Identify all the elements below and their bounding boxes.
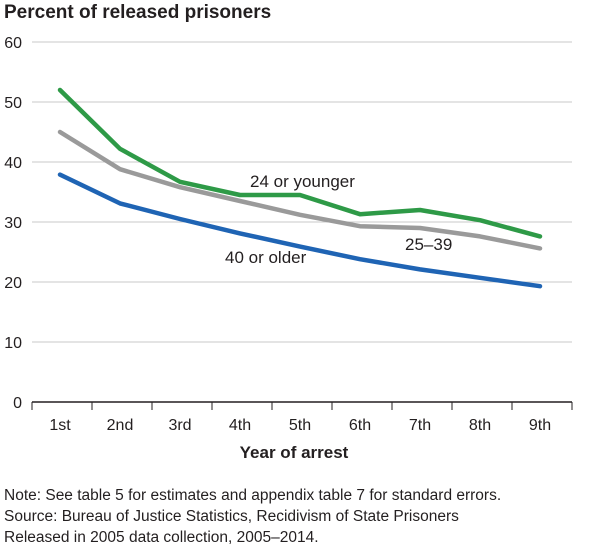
series-line-1 [57, 87, 543, 239]
x-axis: 1st 2nd 3rd 4th 5th 6th 7th 8th 9th [31, 401, 573, 434]
source-text-continued: Released in 2005 data collection, 2005–2… [4, 529, 319, 546]
x-tick-label: 6th [349, 417, 371, 434]
y-tick-label: 0 [13, 395, 22, 412]
x-tick-label: 3rd [168, 417, 191, 434]
y-tick-label: 30 [4, 215, 22, 232]
gridlines [32, 41, 572, 343]
x-tick-label: 8th [469, 417, 491, 434]
series-line-3 [57, 172, 543, 289]
x-tick-label: 1st [49, 417, 71, 434]
y-tick-label: 10 [4, 335, 22, 352]
series-label: 24 or younger [250, 172, 355, 191]
notes: Note: See table 5 for estimates and appe… [4, 485, 600, 548]
y-tick-label: 50 [4, 95, 22, 112]
x-tick-label: 9th [529, 417, 551, 434]
source-text: Source: Bureau of Justice Statistics, Re… [4, 508, 459, 525]
x-tick-label: 7th [409, 417, 431, 434]
series-line-2 [57, 129, 543, 251]
note-text: Note: See table 5 for estimates and appe… [4, 487, 502, 504]
x-tick-label: 4th [229, 417, 251, 434]
y-tick-label: 40 [4, 155, 22, 172]
y-tick-label: 20 [4, 275, 22, 292]
series-labels: 24 or younger 25–39 40 or older [225, 172, 452, 267]
y-tick-labels: 0 10 20 30 40 50 60 [4, 35, 22, 412]
series-label: 40 or older [225, 248, 307, 267]
x-tick-label: 2nd [107, 417, 134, 434]
y-tick-label: 60 [4, 35, 22, 52]
series-lines [57, 87, 543, 289]
x-tick-label: 5th [289, 417, 311, 434]
y-axis-title: Percent of released prisoners [4, 2, 272, 23]
series-label: 25–39 [405, 235, 452, 254]
x-axis-title: Year of arrest [240, 443, 349, 462]
line-chart: 0 10 20 30 40 50 60 1st 2nd 3rd 4th 5th 6th 7th 8th 9t… [4, 35, 573, 462]
